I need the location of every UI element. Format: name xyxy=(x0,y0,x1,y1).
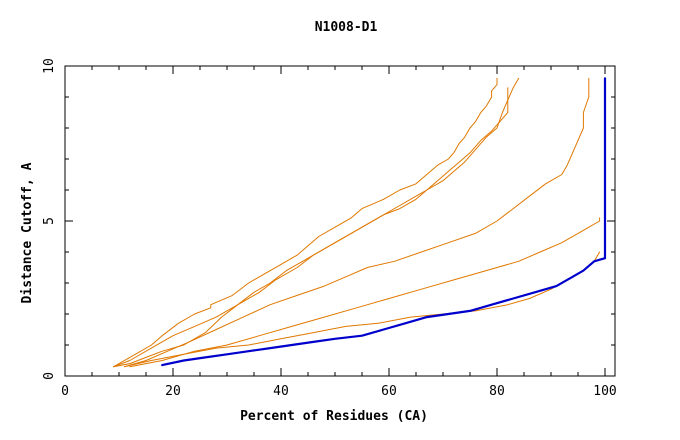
y-tick-label: 10 xyxy=(42,58,57,74)
series-line-model-highlight xyxy=(161,77,607,367)
x-tick-label: 0 xyxy=(61,384,69,399)
y-axis-label: Distance Cutoff, A xyxy=(20,162,35,303)
x-tick-label: 80 xyxy=(489,384,505,399)
series-line-model-1 xyxy=(113,77,498,368)
tick-layer: 0 20 40 60 80 100 0 5 10 xyxy=(42,58,617,399)
x-tick-label: 60 xyxy=(381,384,397,399)
series-layer xyxy=(113,77,607,368)
x-tick-label: 40 xyxy=(273,384,289,399)
x-tick-label: 100 xyxy=(593,384,616,399)
y-tick-label: 0 xyxy=(42,372,57,380)
x-tick-label: 20 xyxy=(165,384,181,399)
series-line-model-6 xyxy=(123,251,601,368)
series-line-model-2 xyxy=(113,77,520,368)
series-line-model-3 xyxy=(113,87,509,368)
x-axis-label: Percent of Residues (CA) xyxy=(240,409,428,424)
chart-title: N1008-D1 xyxy=(315,20,378,35)
series-line-model-5 xyxy=(129,217,601,368)
plot-area: 0 20 40 60 80 100 0 5 10 xyxy=(42,58,617,399)
y-tick-label: 5 xyxy=(42,217,57,225)
series-line-model-4 xyxy=(123,77,590,368)
plot-frame xyxy=(64,65,616,377)
